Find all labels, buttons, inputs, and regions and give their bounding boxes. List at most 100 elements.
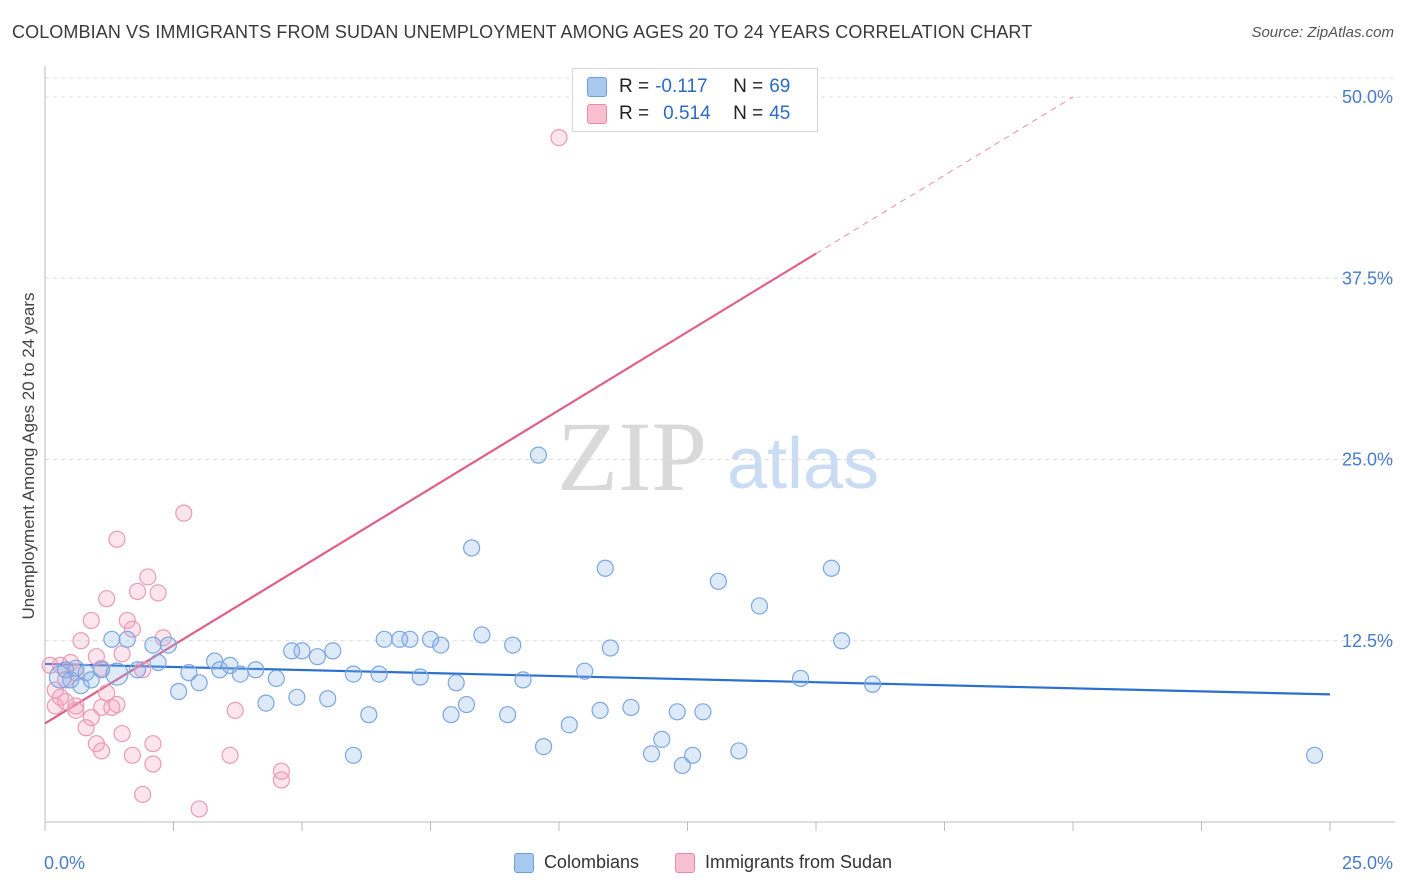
sudan-point xyxy=(226,701,244,719)
colombian-point xyxy=(709,572,727,590)
legend-n-label: N = xyxy=(733,103,764,124)
colombian-point xyxy=(344,746,362,764)
colombian-point xyxy=(601,639,620,657)
grid-lines xyxy=(45,77,1395,642)
sudan-point xyxy=(82,708,100,727)
x-tick-label: 0.0% xyxy=(44,853,85,873)
legend-r-value: -0.117 xyxy=(655,76,708,97)
colombian-point xyxy=(833,632,851,650)
colombian-point xyxy=(308,648,327,666)
y-tick-label: 25.0% xyxy=(1342,450,1393,470)
colombians-trend-line xyxy=(44,662,1331,696)
colombian-point xyxy=(596,559,614,577)
colombian-point xyxy=(103,630,121,648)
sudan-point xyxy=(67,701,85,719)
series-legend: Colombians Immigrants from Sudan xyxy=(0,852,1406,873)
legend-r-label: R = xyxy=(619,103,650,124)
sudan-point xyxy=(46,697,64,715)
sudan-point xyxy=(175,504,193,522)
x-tick-label: 25.0% xyxy=(1342,853,1393,873)
trend-lines xyxy=(44,96,1331,725)
sudan-point xyxy=(272,771,291,789)
colombian-point xyxy=(180,664,198,682)
colombian-point xyxy=(247,661,265,679)
sudan-point xyxy=(108,530,126,548)
sudan-point xyxy=(221,746,239,764)
colombian-point xyxy=(863,675,882,693)
colombian-point xyxy=(411,668,429,686)
colombian-point xyxy=(288,688,306,706)
source-credit: Source: ZipAtlas.com xyxy=(1251,24,1394,41)
y-tick-label: 12.5% xyxy=(1342,631,1393,651)
series-swatch-colombians xyxy=(513,852,534,873)
colombian-point xyxy=(82,671,100,689)
colombian-point xyxy=(514,671,532,689)
colombian-point xyxy=(791,669,810,688)
colombian-point xyxy=(105,662,129,686)
colombian-point xyxy=(750,597,769,615)
colombian-point xyxy=(231,665,249,683)
watermark-atlas: atlas xyxy=(727,424,879,504)
colombian-point xyxy=(560,716,578,734)
series-swatch-sudan xyxy=(674,852,695,873)
legend-swatch-sudan xyxy=(587,104,607,124)
sudan-point xyxy=(113,724,131,743)
colombian-point xyxy=(653,730,671,748)
watermark: ZIP atlas xyxy=(557,401,879,512)
sudan-point xyxy=(144,755,162,773)
axes xyxy=(44,66,1395,831)
colombian-point xyxy=(447,674,465,692)
colombian-point xyxy=(576,662,594,680)
colombian-point xyxy=(375,630,393,648)
sudan-point xyxy=(72,632,90,650)
colombian-point xyxy=(432,636,450,654)
colombian-point xyxy=(730,742,748,760)
sudan-point xyxy=(134,785,152,804)
colombian-point xyxy=(144,636,162,654)
colombian-point xyxy=(822,559,841,577)
colombian-point xyxy=(360,706,378,724)
colombian-point xyxy=(190,674,208,692)
series-label-colombians: Colombians xyxy=(543,852,639,872)
colombian-point xyxy=(48,665,73,689)
series-legend-colombians[interactable]: Colombians xyxy=(513,852,639,873)
legend-r-label: R = xyxy=(619,76,650,97)
colombian-point xyxy=(421,630,440,648)
colombian-point xyxy=(463,539,481,557)
sudan-point xyxy=(123,746,141,764)
series-label-sudan: Immigrants from Sudan xyxy=(704,852,893,872)
colombian-point xyxy=(401,630,419,648)
colombian-point xyxy=(267,669,285,688)
sudan-point xyxy=(149,584,167,602)
sudan-point xyxy=(123,620,141,638)
colombian-point xyxy=(534,737,553,756)
colombian-points xyxy=(48,446,1324,775)
colombian-point xyxy=(642,745,661,763)
sudan-point xyxy=(67,697,85,715)
colombian-point xyxy=(211,661,229,679)
colombian-point xyxy=(324,642,342,660)
colombian-point xyxy=(499,706,517,724)
colombian-point xyxy=(72,677,90,695)
colombian-point xyxy=(293,642,311,660)
series-legend-sudan[interactable]: Immigrants from Sudan xyxy=(674,852,893,873)
sudan-point xyxy=(128,582,147,601)
sudan-point xyxy=(108,695,126,714)
correlation-legend: R = -0.117 N = 69 R = 0.514 N = 45 xyxy=(572,68,818,132)
sudan-point xyxy=(272,762,291,780)
sudan-point xyxy=(82,611,100,630)
sudan-point xyxy=(144,735,162,753)
colombian-point xyxy=(622,698,640,717)
legend-swatch-colombians xyxy=(587,77,607,97)
legend-n-value: 69 xyxy=(769,76,791,97)
colombian-point xyxy=(319,690,337,708)
tick-labels: 12.5% 25.0% 37.5% 50.0% 0.0% 25.0% xyxy=(44,87,1393,873)
chart-title: COLOMBIAN VS IMMIGRANTS FROM SUDAN UNEMP… xyxy=(12,22,1033,42)
sudan-point xyxy=(190,800,208,818)
colombian-point xyxy=(668,703,686,721)
sudan-point xyxy=(118,611,136,630)
sudan-point xyxy=(550,129,568,147)
sudan-points xyxy=(41,129,568,818)
sudan-trend-line xyxy=(44,252,817,725)
